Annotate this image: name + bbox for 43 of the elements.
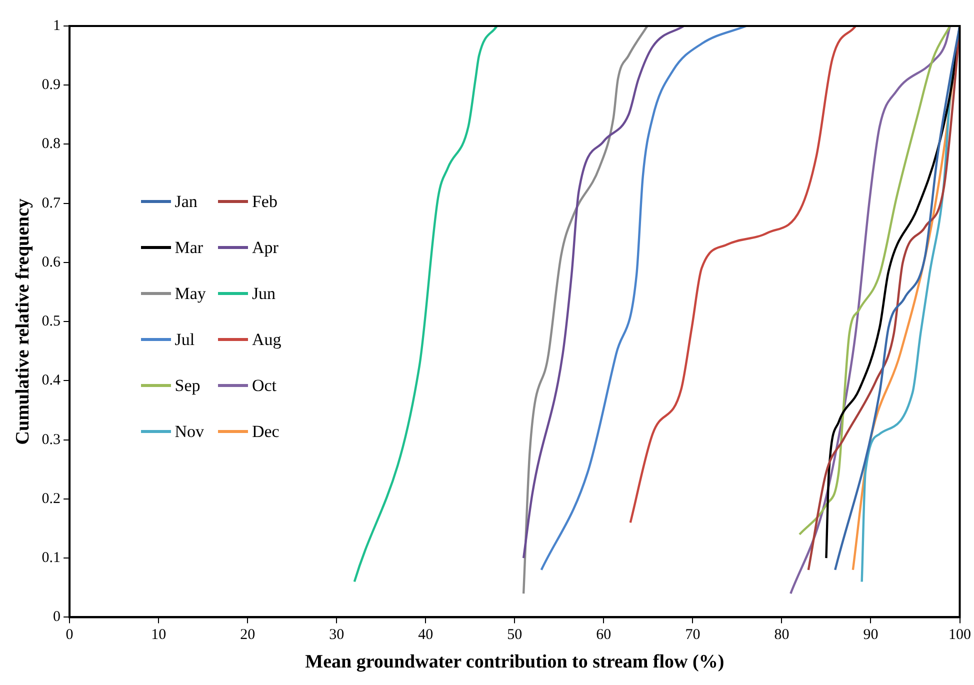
y-tick-label: 0.1 xyxy=(42,550,61,566)
legend-label: Apr xyxy=(252,238,278,258)
line-series xyxy=(353,26,498,583)
x-tick-label: 100 xyxy=(948,627,971,644)
line-series xyxy=(629,26,857,524)
x-tick-label: 50 xyxy=(507,627,522,644)
legend-label: Feb xyxy=(252,192,278,212)
y-tick-label: 0.7 xyxy=(42,195,62,212)
x-tick-label: 20 xyxy=(240,627,256,644)
line-series xyxy=(790,26,952,595)
x-tick-label: 80 xyxy=(774,627,790,644)
line-series xyxy=(540,26,748,572)
legend-label: Jan xyxy=(174,192,198,212)
y-tick-label: 0.8 xyxy=(42,136,61,152)
y-tick-label: 0.5 xyxy=(42,314,61,330)
legend-label: Mar xyxy=(174,238,204,258)
y-tick-label: 0.4 xyxy=(42,372,62,389)
legend-label: Dec xyxy=(252,422,280,442)
line-series xyxy=(798,26,952,536)
x-tick-label: 10 xyxy=(151,627,166,644)
y-tick-label: 0.9 xyxy=(42,77,61,94)
x-tick-label: 0 xyxy=(66,627,74,644)
legend-label: May xyxy=(174,284,206,304)
y-tick-label: 0.2 xyxy=(42,490,61,507)
y-tick-label: 1 xyxy=(53,18,61,34)
y-tick-label: 0.3 xyxy=(42,432,61,448)
x-axis-title: Mean groundwater contribution to stream flow (%) xyxy=(305,652,724,673)
y-axis-title: Cumulative relative frequency xyxy=(12,198,34,445)
y-tick-label: 0 xyxy=(53,609,61,626)
legend-label: Nov xyxy=(174,422,204,442)
x-tick-label: 40 xyxy=(418,627,434,644)
line-series xyxy=(522,26,648,595)
x-tick-label: 30 xyxy=(329,627,344,644)
line-series xyxy=(522,26,685,560)
legend-label: Oct xyxy=(252,376,276,396)
legend-label: Jul xyxy=(174,330,195,350)
legend-label: Sep xyxy=(174,376,200,396)
x-tick-label: 90 xyxy=(863,627,878,644)
x-tick-label: 60 xyxy=(596,627,612,644)
y-tick-label: 0.6 xyxy=(42,254,62,270)
x-tick-label: 70 xyxy=(685,627,700,644)
legend-label: Jun xyxy=(252,284,276,304)
legend-label: Aug xyxy=(252,330,282,350)
